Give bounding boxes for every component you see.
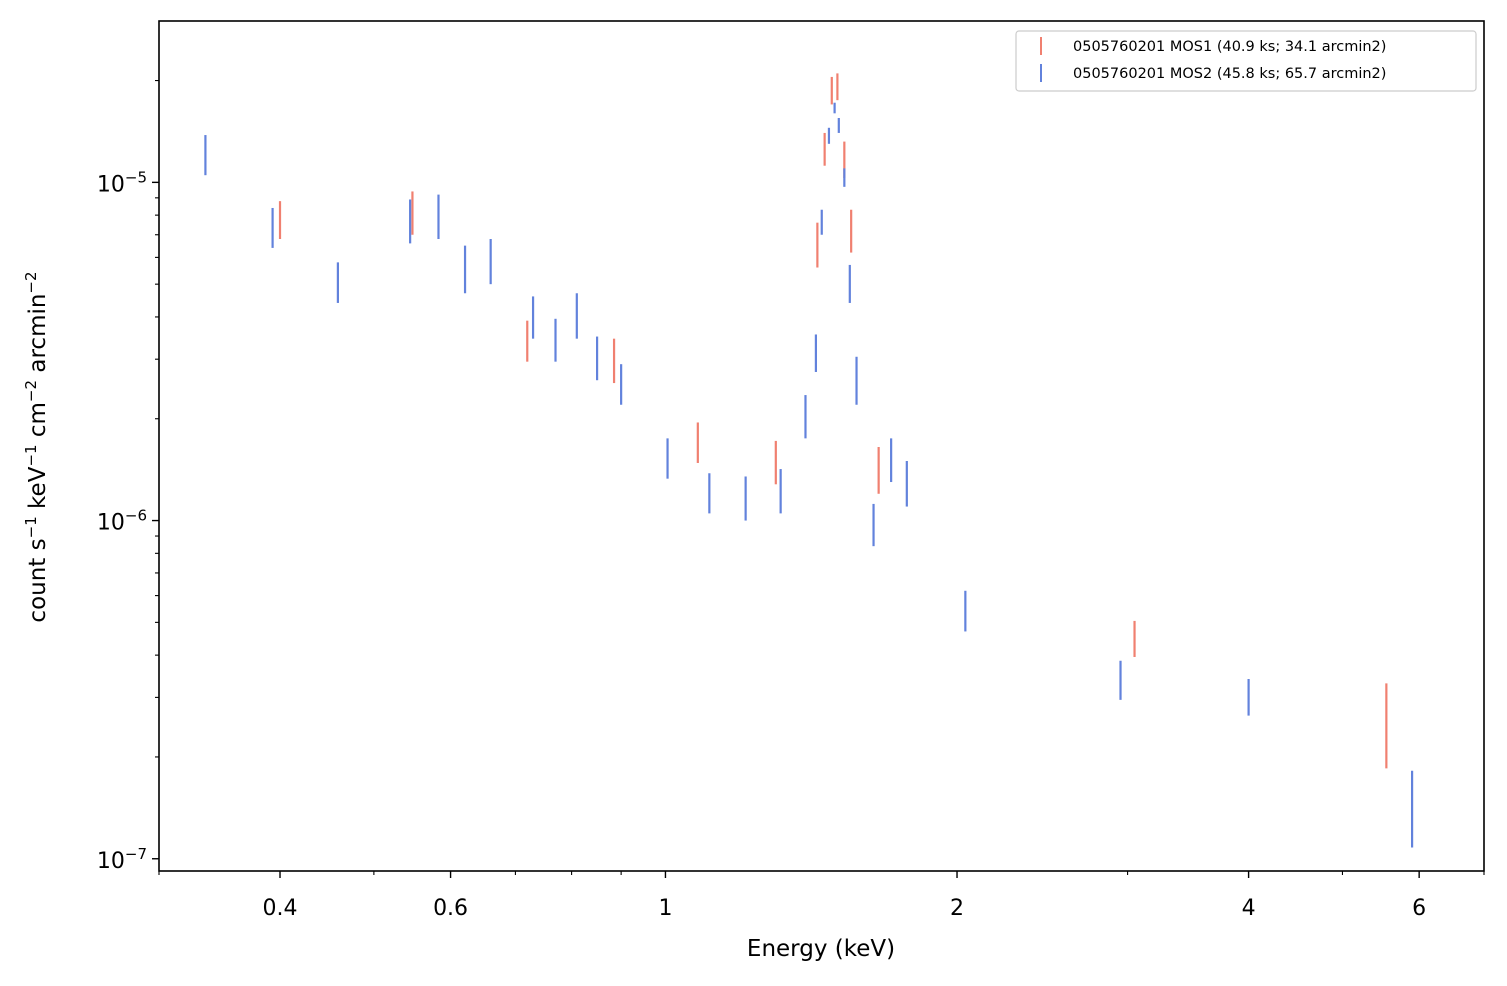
x-axis-label: Energy (keV)	[747, 936, 895, 962]
y-tick-label: 10−7	[97, 845, 147, 874]
y-axis-label: count s−1 keV−1 cm−2 arcmin−2	[22, 271, 51, 622]
axis-ticks: 0.4 0.6 1 2 4 6 10−7 10−6 10−5	[97, 80, 1485, 921]
legend-label-mos2: 0505760201 MOS2 (45.8 ks; 65.7 arcmin2)	[1073, 66, 1386, 82]
plot-frame	[158, 20, 1485, 872]
x-tick-label: 0.4	[263, 896, 298, 921]
series-mos2-error-bars	[204, 102, 1414, 848]
legend-box	[1015, 30, 1477, 92]
x-tick-label: 0.6	[433, 896, 468, 921]
legend-label-mos1: 0505760201 MOS1 (40.9 ks; 34.1 arcmin2)	[1073, 39, 1386, 55]
series-mos1-error-bars	[278, 73, 1388, 769]
x-tick-label: 4	[1242, 896, 1256, 921]
y-tick-label: 10−6	[97, 507, 147, 536]
x-tick-label: 6	[1412, 896, 1426, 921]
legend: 0505760201 MOS1 (40.9 ks; 34.1 arcmin2) …	[1015, 30, 1477, 92]
x-tick-label: 2	[950, 896, 964, 921]
x-tick-label: 1	[658, 896, 672, 921]
y-tick-label: 10−5	[97, 168, 147, 197]
